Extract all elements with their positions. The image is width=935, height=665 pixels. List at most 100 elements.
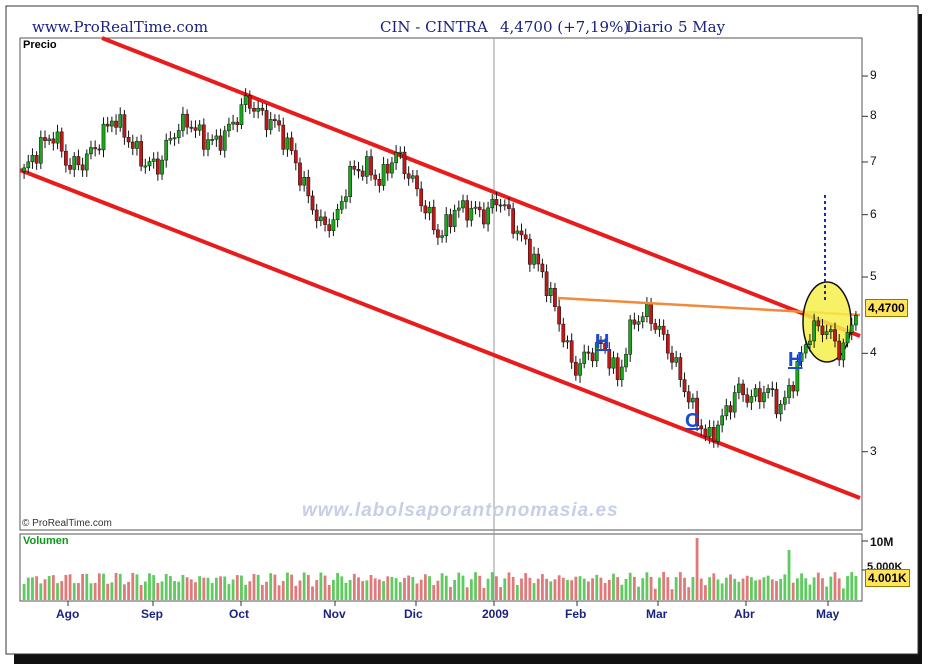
volume-bar xyxy=(620,584,624,600)
month-label: Dic xyxy=(404,607,423,621)
candle-body xyxy=(548,287,553,296)
volume-bar xyxy=(89,583,93,600)
volume-bar xyxy=(72,583,76,600)
volume-bar xyxy=(478,575,482,600)
candle-body xyxy=(661,325,666,335)
price-panel-label: Precio xyxy=(23,39,57,51)
candle-body xyxy=(22,167,26,172)
candle-body xyxy=(590,352,595,362)
volume-bar xyxy=(616,577,620,600)
month-label: Mar xyxy=(646,607,668,621)
candle-body xyxy=(222,130,227,151)
candle-body xyxy=(699,425,704,430)
candle-body xyxy=(189,126,194,129)
candle-body xyxy=(849,324,854,333)
volume-bar xyxy=(687,587,691,600)
candle-body xyxy=(406,173,411,179)
candle-body xyxy=(339,201,344,210)
candle-body xyxy=(289,137,294,151)
volume-bar xyxy=(39,583,43,600)
volume-bar xyxy=(574,576,578,600)
volume-bar xyxy=(365,580,369,600)
candle-body xyxy=(536,253,541,265)
candle-body xyxy=(803,344,808,354)
volume-bar xyxy=(670,589,674,600)
volume-bar xyxy=(85,573,89,600)
volume-bar xyxy=(361,581,365,600)
volume-bar xyxy=(641,578,645,600)
volume-bar xyxy=(260,584,264,600)
candle-body xyxy=(59,131,64,152)
candle-body xyxy=(569,340,574,363)
month-label: Ago xyxy=(56,607,80,621)
candle-body xyxy=(670,352,674,363)
volume-bar xyxy=(499,587,503,600)
channel-upper-line xyxy=(101,36,861,338)
candle-body xyxy=(176,130,181,138)
candle-body xyxy=(285,137,290,150)
volume-bar xyxy=(800,573,803,600)
volume-bar xyxy=(377,579,381,600)
volume-bar xyxy=(490,572,494,600)
candle-body xyxy=(766,388,770,393)
volume-bar xyxy=(733,578,737,600)
volume-bar xyxy=(423,574,427,600)
candle-body xyxy=(365,156,369,177)
candle-body xyxy=(181,113,185,131)
volume-bar xyxy=(256,574,260,600)
volume-bar xyxy=(779,578,783,600)
volume-bar xyxy=(411,576,415,600)
candle-body xyxy=(302,176,306,186)
volume-bar xyxy=(532,583,536,600)
candle-body xyxy=(787,385,791,398)
candle-body xyxy=(38,137,43,164)
candle-body xyxy=(624,354,628,368)
candle-body xyxy=(268,119,273,130)
candle-body xyxy=(737,383,741,393)
volume-bar xyxy=(214,577,218,600)
candle-body xyxy=(494,199,499,206)
volume-bar xyxy=(198,576,202,600)
candle-body xyxy=(398,151,403,154)
candle-body xyxy=(139,141,143,167)
volume-bar xyxy=(398,582,402,600)
candle-body xyxy=(611,357,616,369)
last-price-box: 4,4700 xyxy=(865,299,908,317)
volume-bar xyxy=(678,572,682,600)
candle-body xyxy=(360,170,365,177)
volume-bar xyxy=(143,581,147,600)
candle-body xyxy=(741,383,745,396)
candle-body xyxy=(252,108,256,112)
candle-body xyxy=(314,209,319,222)
candle-body xyxy=(126,137,131,143)
volume-bar xyxy=(708,577,712,600)
candle-body xyxy=(749,396,754,403)
volume-bar xyxy=(194,582,197,600)
candle-body xyxy=(72,156,77,170)
volume-bar xyxy=(704,585,707,600)
candle-body xyxy=(707,427,712,437)
candle-body xyxy=(695,397,699,427)
candle-body xyxy=(168,138,173,141)
volume-bar xyxy=(524,573,528,600)
candle-body xyxy=(151,158,156,162)
volume-bar xyxy=(281,581,285,600)
candles xyxy=(22,88,800,448)
volume-bar xyxy=(561,577,565,600)
candle-body xyxy=(101,123,106,151)
candle-body xyxy=(423,205,428,214)
volume-bar xyxy=(612,573,615,600)
volume-bar xyxy=(741,578,745,600)
volume-bar xyxy=(578,576,582,600)
candle-body xyxy=(264,110,269,130)
candle-body xyxy=(68,164,72,170)
candle-body xyxy=(89,147,93,155)
candle-body xyxy=(197,124,202,131)
candle-body xyxy=(498,204,503,207)
candle-body xyxy=(553,287,557,307)
volume-bar xyxy=(557,575,561,600)
last-volume-box: 4.001K xyxy=(865,569,910,587)
candle-body xyxy=(352,166,357,170)
volume-bar xyxy=(444,575,448,600)
candle-body xyxy=(745,394,750,403)
